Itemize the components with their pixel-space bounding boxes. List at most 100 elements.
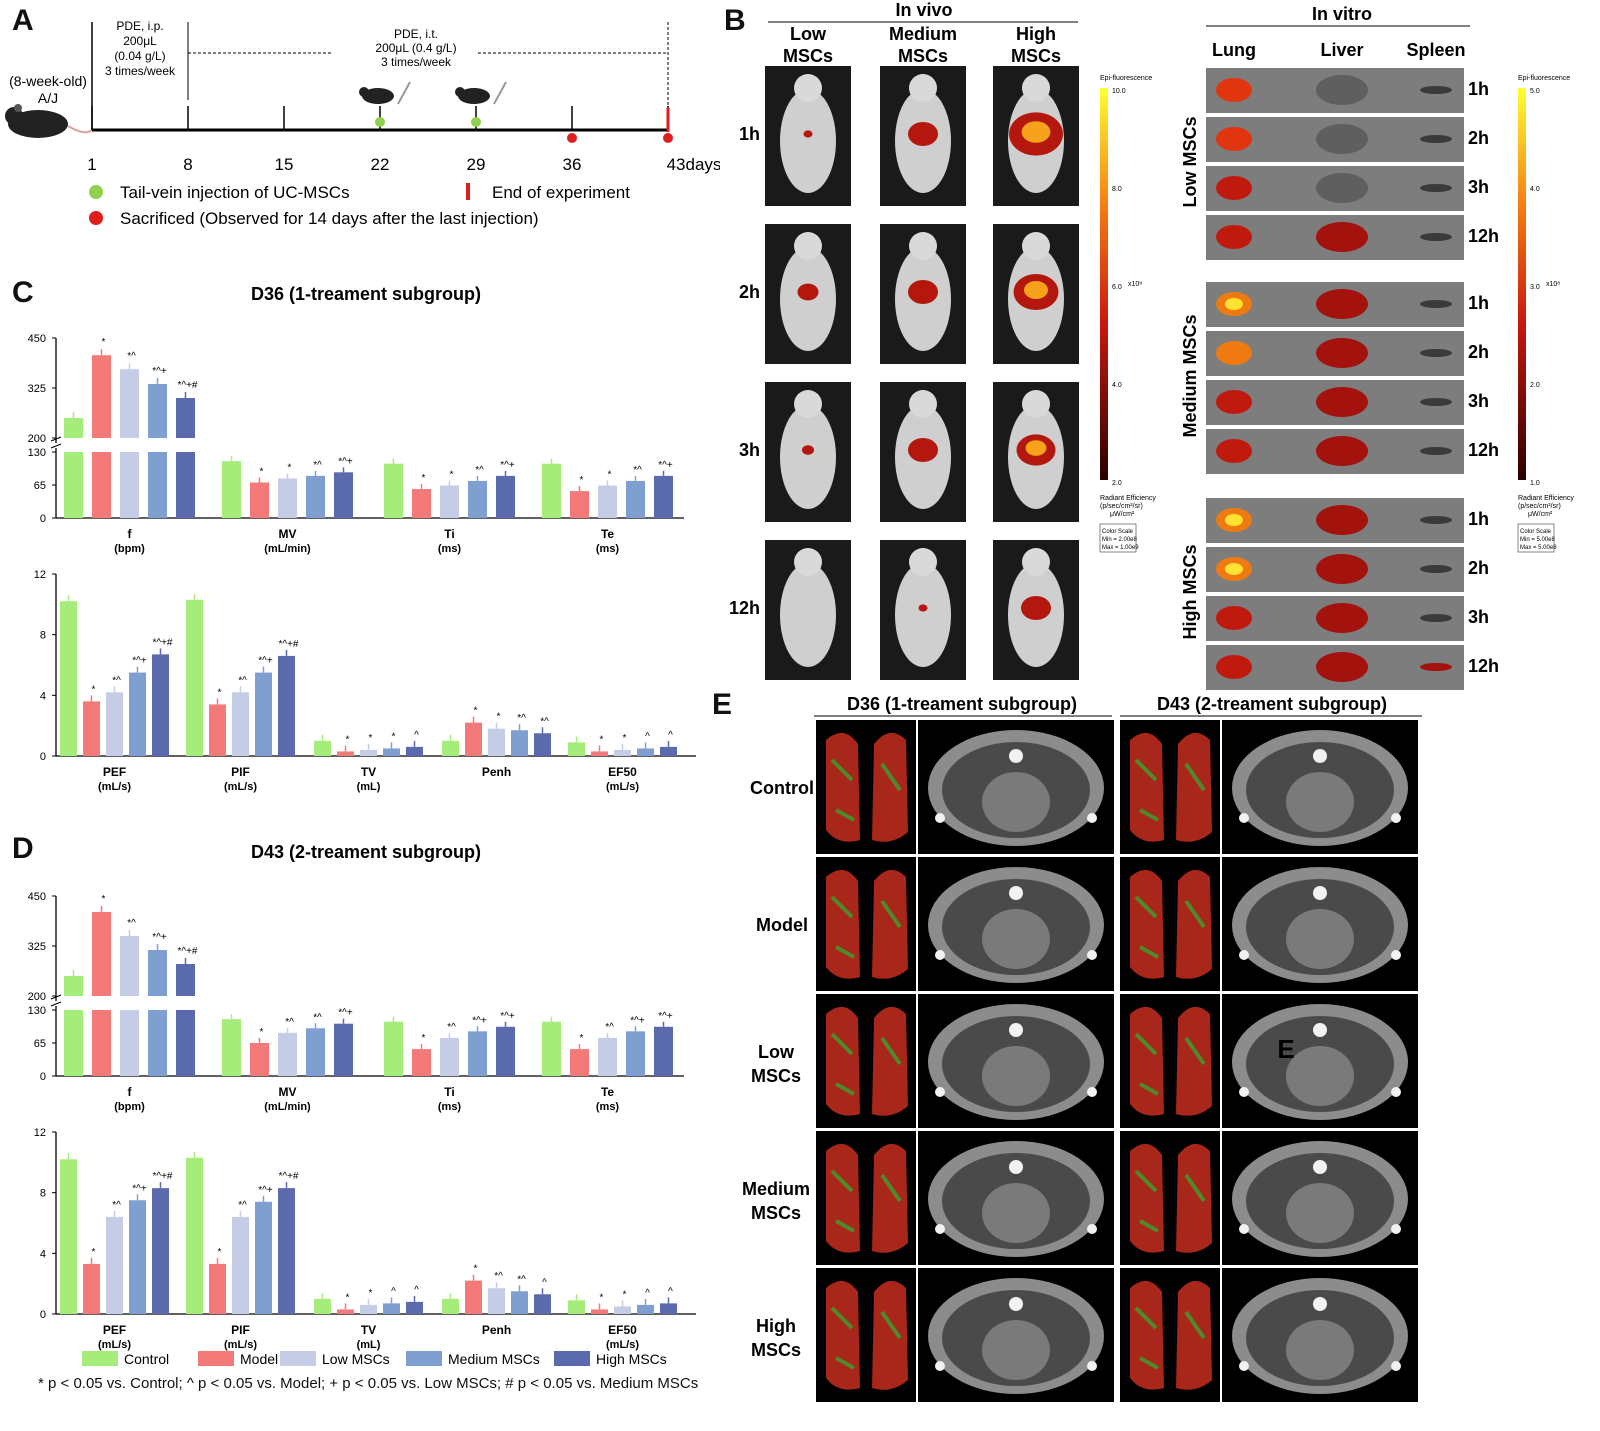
sig-label: *^ bbox=[517, 713, 526, 724]
legend-sacrificed-label: Sacrificed (Observed for 14 days after t… bbox=[120, 209, 539, 228]
scale-box-line: Min = 5.00e8 bbox=[1520, 537, 1556, 543]
sig-label: *^+ bbox=[500, 1011, 515, 1022]
sig-label: *^ bbox=[517, 1274, 526, 1285]
sig-label: *^+ bbox=[338, 456, 353, 467]
organ-label: Liver bbox=[1320, 40, 1363, 60]
bar bbox=[488, 728, 505, 756]
invivo-time-label: 1h bbox=[739, 124, 760, 144]
lung-signal-core bbox=[1225, 563, 1243, 575]
organ-label: Lung bbox=[1212, 40, 1256, 60]
lung-left-lobe bbox=[1130, 1280, 1164, 1390]
invivo-mouse-image bbox=[765, 382, 851, 522]
scale-box-line: Color Scale bbox=[1102, 529, 1134, 535]
sig-label: *^+ bbox=[152, 932, 167, 943]
ct-panel: D36 (1-treament subgroup) D43 (2-treament… bbox=[742, 694, 1422, 1402]
pde-ip-line-1: PDE, i.p. bbox=[116, 19, 163, 33]
ct-spine bbox=[1313, 1160, 1327, 1174]
invivo-col-label: Low bbox=[790, 24, 827, 44]
timeline-ticks: 1 8 15 22 29 36 43days bbox=[87, 106, 720, 174]
spleen-signal bbox=[1420, 663, 1452, 671]
invitro-time-label: 1h bbox=[1468, 79, 1489, 99]
y-tick-label: 0 bbox=[40, 513, 46, 525]
lung-texture bbox=[830, 1169, 902, 1233]
ct-bone bbox=[1391, 1087, 1401, 1097]
ct-heart bbox=[982, 1320, 1050, 1380]
sig-label: * bbox=[92, 1247, 96, 1258]
y-tick-label: 130 bbox=[28, 447, 46, 459]
lung-right-lobe bbox=[1176, 869, 1212, 979]
invivo-mouse-image bbox=[765, 66, 851, 206]
scale-unit: (p/sec/cm²/sr) bbox=[1518, 503, 1561, 510]
bar bbox=[306, 475, 325, 518]
sig-label: * bbox=[623, 733, 627, 744]
scale-tick-label: 10.0 bbox=[1112, 88, 1126, 95]
bar bbox=[534, 733, 551, 756]
group-unit: (mL/min) bbox=[264, 543, 311, 555]
sig-label: * bbox=[474, 1264, 478, 1275]
sig-label: * bbox=[392, 731, 396, 742]
y-tick-label: 200 bbox=[28, 433, 46, 445]
lung-left-lobe bbox=[1130, 1006, 1164, 1116]
lung-right-lobe bbox=[872, 1006, 908, 1116]
panel-label-e: E bbox=[712, 688, 733, 721]
panel-label-c: C bbox=[12, 276, 34, 309]
injection-mouse-icon bbox=[359, 81, 411, 105]
bar bbox=[654, 475, 673, 518]
bar bbox=[129, 672, 146, 756]
ct-bone bbox=[1239, 813, 1249, 823]
pde-it-line-3: 3 times/week bbox=[381, 55, 452, 69]
sig-label: * bbox=[218, 1247, 222, 1258]
sig-label: *^+ bbox=[658, 1011, 673, 1022]
sig-label: * bbox=[450, 470, 454, 481]
color-scale-bar bbox=[1100, 88, 1108, 480]
bar bbox=[83, 701, 100, 756]
bar bbox=[383, 748, 400, 756]
group-label: High MSCs bbox=[1180, 544, 1200, 639]
ct-row-label: MSCs bbox=[751, 1340, 801, 1360]
bar bbox=[129, 1200, 146, 1314]
spleen-signal bbox=[1420, 233, 1452, 241]
ct-heart bbox=[1286, 1183, 1354, 1243]
ct-bone bbox=[1087, 813, 1097, 823]
color-scale-bar bbox=[1518, 88, 1526, 480]
group-label: MV bbox=[279, 527, 297, 541]
ct-row-label: Control bbox=[750, 778, 814, 798]
sig-label: * bbox=[580, 475, 584, 486]
lung-left-lobe bbox=[826, 1143, 860, 1253]
bar bbox=[250, 482, 269, 518]
group-label: Ti bbox=[444, 527, 454, 541]
bar bbox=[148, 1010, 167, 1076]
bar bbox=[598, 1037, 617, 1076]
scale-exponent: x10⁸ bbox=[1128, 281, 1142, 288]
sig-label: *^ bbox=[447, 1022, 456, 1033]
invitro-time-label: 1h bbox=[1468, 293, 1489, 313]
sig-label: *^ bbox=[494, 1271, 503, 1282]
group-label: f bbox=[128, 527, 133, 541]
bar bbox=[176, 964, 195, 996]
ct-row-label: Medium bbox=[742, 1179, 810, 1199]
bar bbox=[334, 472, 353, 518]
liver-signal bbox=[1316, 75, 1368, 105]
scale-unit: (p/sec/cm²/sr) bbox=[1100, 503, 1143, 510]
invivo-mouse-image bbox=[880, 540, 966, 680]
legend-item-label: Model bbox=[240, 1351, 278, 1367]
sacrifice-dot-43 bbox=[663, 133, 673, 143]
scale-unit: Radiant Efficiency bbox=[1518, 495, 1574, 502]
bar bbox=[222, 461, 241, 518]
sig-label: ^ bbox=[542, 1277, 547, 1288]
spleen-signal bbox=[1420, 300, 1452, 308]
sig-label: * bbox=[260, 1027, 264, 1038]
bar bbox=[542, 463, 561, 518]
sig-label: ^ bbox=[645, 731, 650, 742]
sig-label: *^+ bbox=[658, 460, 673, 471]
bar bbox=[92, 1010, 111, 1076]
y-tick-label: 450 bbox=[28, 333, 46, 345]
group-label: TV bbox=[361, 1323, 376, 1337]
timeline-day-label: 36 bbox=[563, 155, 582, 174]
ct-row-label: MSCs bbox=[751, 1066, 801, 1086]
sig-label: ^ bbox=[645, 1288, 650, 1299]
group-label: EF50 bbox=[608, 765, 637, 779]
scale-tick-label: 8.0 bbox=[1112, 186, 1122, 193]
invitro-time-label: 1h bbox=[1468, 509, 1489, 529]
lung-texture bbox=[1134, 1169, 1206, 1233]
